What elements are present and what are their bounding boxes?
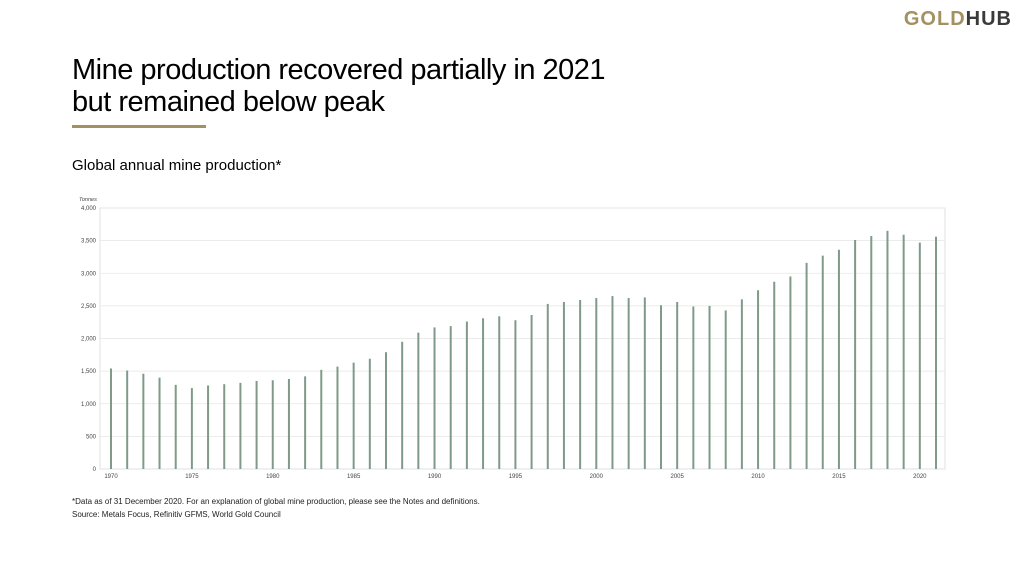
bar-1977 [223, 384, 226, 469]
x-tick-label: 1975 [185, 474, 199, 480]
x-axis-tick-labels: 1970 1975 1980 1985 1990 1995 2000 2005 2010 2015… [104, 474, 927, 480]
bar-1993 [482, 318, 485, 469]
x-tick-label: 2010 [751, 474, 765, 480]
bar-1970 [110, 368, 112, 469]
source-note: Source: Metals Focus, Refinitiv GFMS, Wo… [72, 510, 281, 519]
y-tick-label: 1,000 [81, 402, 97, 408]
bar-2003 [643, 297, 646, 469]
y-tick-label: 0 [93, 467, 97, 473]
bar-2004 [660, 305, 662, 469]
bar-2010 [757, 290, 760, 469]
bar-2015 [837, 249, 840, 469]
bar-1979 [255, 380, 258, 469]
chart-subtitle: Global annual mine production* [72, 157, 282, 174]
x-tick-label: 2000 [590, 474, 604, 480]
bar-2000 [595, 298, 598, 469]
mine-production-chart: 05001,0001,5002,0002,5003,0003,5004,000 … [79, 197, 946, 480]
bar-2017 [870, 236, 873, 469]
bar-1988 [401, 341, 404, 469]
bar-1985 [352, 362, 355, 469]
bar-2005 [676, 301, 679, 469]
bar-2009 [740, 299, 743, 469]
bar-2002 [627, 298, 630, 469]
y-tick-label: 2,000 [81, 337, 97, 343]
bar-2013 [805, 262, 808, 469]
bar-2011 [773, 281, 776, 469]
bar-1984 [336, 366, 339, 469]
y-axis-tick-labels: 0 500 1,000 1,500 2,000 2,500 3,000 3,500 4,000 [81, 206, 97, 473]
logo-gold-text: GOLD [903, 8, 966, 30]
bar-1972 [142, 373, 145, 469]
x-tick-label: 1995 [509, 474, 523, 480]
bar-1971 [126, 370, 129, 469]
y-tick-label: 1,500 [81, 369, 97, 375]
page-title: Mine production recovered partially in 2… [72, 54, 606, 118]
bar-1973 [158, 377, 161, 469]
bar-1999 [579, 300, 582, 469]
bar-2020 [918, 242, 921, 469]
bar-1986 [368, 358, 371, 469]
bars [110, 230, 937, 470]
y-tick-label: 3,000 [81, 271, 97, 277]
bar-2006 [692, 306, 695, 469]
x-tick-label: 2015 [832, 474, 846, 480]
y-tick-label: 3,500 [81, 239, 97, 245]
y-tick-label: 2,500 [81, 304, 97, 310]
title-underline [72, 125, 206, 128]
y-tick-label: 4,000 [81, 206, 97, 212]
bar-2007 [708, 305, 711, 470]
x-tick-label: 2020 [913, 474, 927, 480]
bar-2018 [886, 230, 889, 469]
bar-1982 [304, 376, 307, 469]
x-tick-label: 1970 [104, 474, 118, 480]
bar-1991 [449, 326, 452, 469]
footnote: *Data as of 31 December 2020. For an exp… [72, 497, 480, 506]
bar-1975 [190, 388, 193, 469]
x-tick-label: 2005 [670, 474, 684, 480]
bar-1996 [530, 315, 533, 469]
goldhub-logo[interactable]: GOLDHUB [904, 8, 1012, 31]
bar-1992 [465, 321, 468, 469]
bar-2019 [902, 234, 905, 469]
bar-1995 [514, 320, 517, 469]
y-axis-label: Tonnes [79, 197, 97, 203]
bar-1980 [271, 380, 274, 469]
x-tick-label: 1985 [347, 474, 361, 480]
bar-1998 [562, 301, 565, 469]
bar-1983 [320, 369, 323, 469]
bar-1990 [433, 327, 436, 469]
bar-1981 [287, 378, 290, 469]
bar-1978 [239, 382, 242, 469]
bar-1997 [546, 303, 549, 469]
x-tick-label: 1990 [428, 474, 442, 480]
bar-2014 [821, 255, 824, 469]
bar-1994 [498, 316, 501, 469]
y-tick-label: 500 [86, 434, 97, 440]
bar-2008 [724, 310, 727, 469]
bar-2021 [935, 236, 937, 469]
x-tick-label: 1980 [266, 474, 280, 480]
bar-1974 [174, 384, 177, 469]
bar-2016 [854, 239, 857, 469]
bar-1976 [207, 385, 210, 469]
logo-hub-text: HUB [965, 8, 1012, 30]
bar-1989 [417, 332, 420, 469]
bar-1987 [385, 352, 387, 469]
bar-2001 [611, 296, 614, 469]
bar-2012 [789, 276, 792, 469]
